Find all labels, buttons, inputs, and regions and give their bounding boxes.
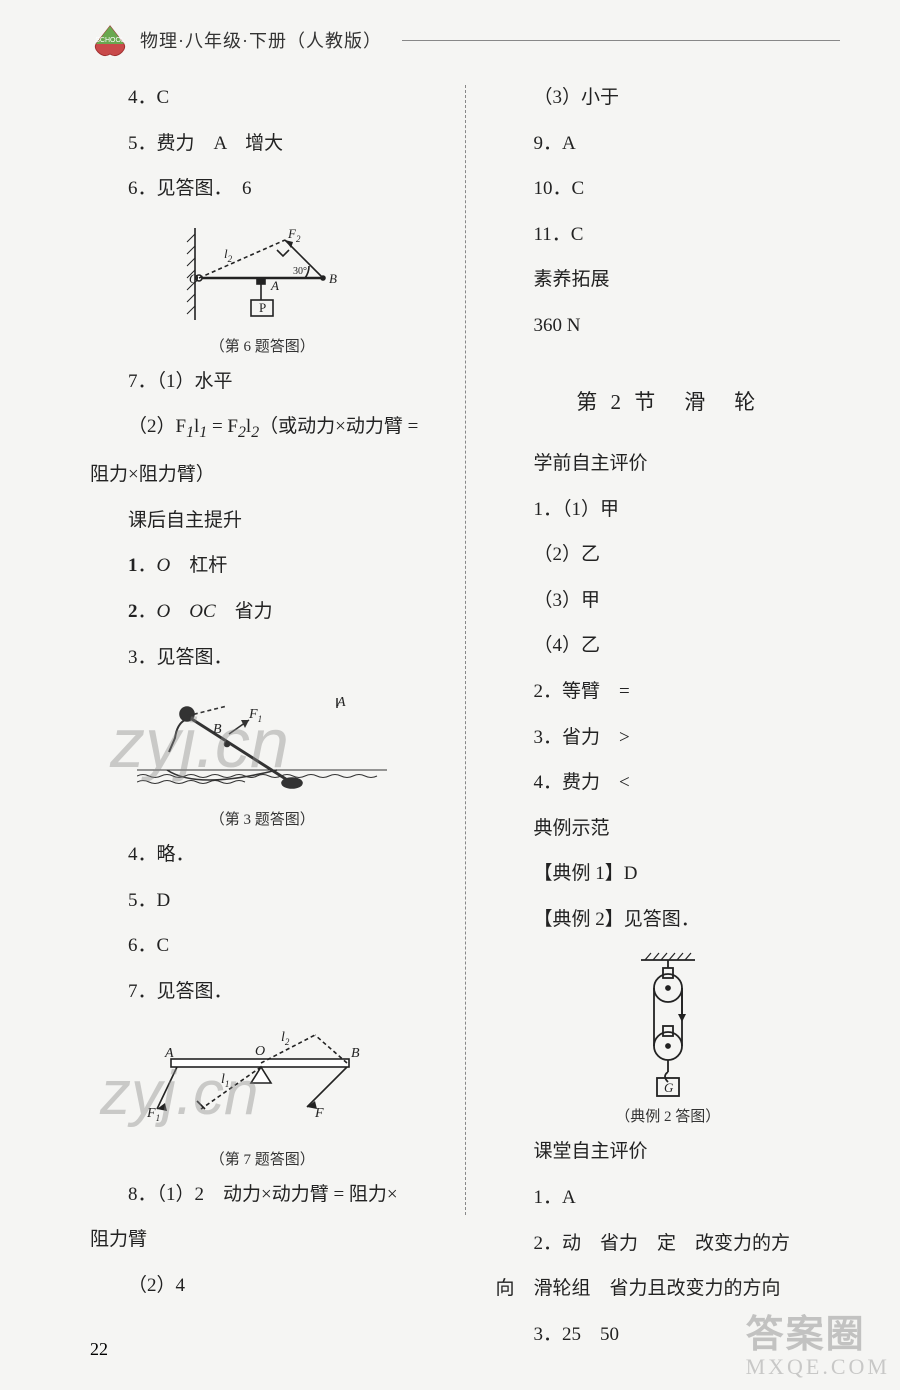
svg-text:A: A: [336, 695, 346, 710]
page-header: SCHOOL 物理·八年级·下册（人教版）: [0, 0, 900, 75]
answer-text: 2．O OC 省力: [128, 601, 273, 622]
figure-caption: （典例 2 答图）: [496, 1110, 841, 1125]
header-rule: [402, 40, 840, 41]
section-subtitle: 学前自主评价: [496, 441, 841, 487]
answer-line: 3．见答图．: [90, 635, 435, 681]
figure-caption: （第 3 题答图）: [90, 813, 435, 828]
answer-line: 1．A: [496, 1175, 841, 1221]
figure-q3: B F1 A （第 3 题答图） zyj.cn: [90, 688, 435, 828]
svg-text:F: F: [314, 1106, 324, 1121]
svg-text:B: B: [329, 271, 337, 286]
svg-text:B: B: [351, 1046, 360, 1061]
svg-text:SCHOOL: SCHOOL: [95, 37, 125, 44]
answer-line: （3）甲: [496, 578, 841, 624]
answer-line: （4）乙: [496, 623, 841, 669]
svg-text:l1: l1: [221, 1072, 229, 1089]
answer-line: （2）4: [90, 1263, 435, 1309]
header-title: 物理·八年级·下册（人教版）: [140, 27, 382, 53]
svg-text:l2: l2: [224, 246, 233, 264]
section-title: 第 2 节 滑 轮: [496, 377, 841, 427]
answer-line: 3．省力 >: [496, 715, 841, 761]
answer-line: 9．A: [496, 121, 841, 167]
answer-line: 阻力臂: [90, 1217, 435, 1263]
page-number: 22: [90, 1339, 108, 1360]
section-subtitle: 课后自主提升: [90, 498, 435, 544]
answer-line: 6．C: [90, 923, 435, 969]
answer-line: 阻力×阻力臂）: [90, 452, 435, 498]
answer-line: 5．费力 A 增大: [90, 121, 435, 167]
right-column: （3）小于 9．A 10．C 11．C 素养拓展 360 N 第 2 节 滑 轮…: [466, 75, 841, 1357]
answer-line: 4．C: [90, 75, 435, 121]
figure-caption: （第 6 题答图）: [90, 340, 435, 355]
answer-line: 【典例 1】D: [496, 851, 841, 897]
content-columns: 4．C 5．费力 A 增大 6．见答图． 6: [0, 75, 900, 1357]
figure-q7: A O B F1 F l1 l2 （第 7 题答图） zyj.cn: [90, 1023, 435, 1168]
answer-text: 1．O 杠杆: [128, 555, 227, 576]
answer-line: 4．费力 <: [496, 760, 841, 806]
answer-line: 1．O 杠杆: [90, 543, 435, 589]
watermark-text: 答案圈: [746, 1303, 890, 1358]
section-subtitle: 课堂自主评价: [496, 1129, 841, 1175]
left-column: 4．C 5．费力 A 增大 6．见答图． 6: [90, 75, 465, 1357]
figure-q6: O B A P F2 l2 30° （第 6 题答图）: [90, 220, 435, 355]
svg-text:O: O: [189, 271, 199, 286]
answer-line: 7．（1）水平: [90, 359, 435, 405]
svg-text:30°: 30°: [293, 266, 307, 277]
answer-line: 11．C: [496, 212, 841, 258]
answer-line: 5．D: [90, 878, 435, 924]
answer-line: 7．见答图．: [90, 969, 435, 1015]
answer-line: （3）小于: [496, 75, 841, 121]
svg-text:l2: l2: [281, 1030, 290, 1047]
answer-line: 2．等臂 =: [496, 669, 841, 715]
answer-line: 素养拓展: [496, 257, 841, 303]
school-logo-icon: SCHOOL: [90, 20, 130, 60]
figure-example2: G （典例 2 答图）: [496, 950, 841, 1125]
svg-text:B: B: [213, 722, 222, 737]
answer-line: 典例示范: [496, 806, 841, 852]
svg-text:P: P: [259, 300, 266, 315]
figure-caption: （第 7 题答图）: [90, 1153, 435, 1168]
answer-line: 6．见答图． 6: [90, 166, 435, 212]
answer-line: （2）F1l1 = F2l2（或动力×动力臂 =: [90, 404, 435, 452]
answer-line: 360 N: [496, 303, 841, 349]
svg-text:O: O: [255, 1044, 265, 1059]
answer-line: 4．略．: [90, 832, 435, 878]
answer-line: 8．（1）2 动力×动力臂 = 阻力×: [90, 1172, 435, 1218]
svg-text:A: A: [164, 1046, 174, 1061]
watermark-corner: 答案圈 MXQE.COM: [746, 1303, 890, 1380]
watermark-text: MXQE.COM: [746, 1354, 890, 1380]
svg-text:A: A: [270, 278, 279, 293]
answer-line: （2）乙: [496, 532, 841, 578]
answer-line: 2．O OC 省力: [90, 589, 435, 635]
svg-text:G: G: [664, 1080, 674, 1095]
answer-line: 10．C: [496, 166, 841, 212]
answer-line: 1．（1）甲: [496, 487, 841, 533]
svg-text:F1: F1: [248, 707, 262, 724]
answer-line: 2．动 省力 定 改变力的方: [496, 1221, 841, 1267]
answer-line: 【典例 2】见答图．: [496, 897, 841, 943]
